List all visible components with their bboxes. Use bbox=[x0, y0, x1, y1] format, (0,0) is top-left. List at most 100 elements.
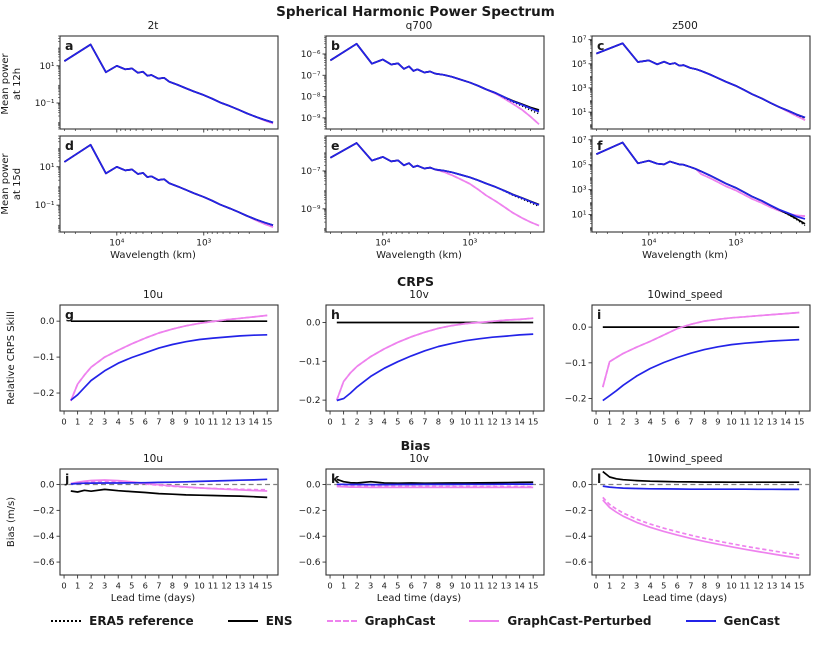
panel-title-z500: z500 bbox=[672, 20, 698, 32]
svg-text:8: 8 bbox=[170, 417, 175, 427]
svg-text:11: 11 bbox=[474, 581, 485, 591]
panel-title-2t: 2t bbox=[147, 20, 159, 32]
svg-text:10: 10 bbox=[194, 581, 205, 591]
spectrum-row1-ylabel: Mean power at 12h bbox=[0, 53, 23, 115]
svg-text:1: 1 bbox=[607, 417, 612, 427]
svg-text:7: 7 bbox=[422, 417, 427, 427]
crps-ylabel: Relative CRPS Skill bbox=[6, 311, 17, 405]
legend-label-gencast: GenCast bbox=[723, 614, 780, 628]
svg-text:15: 15 bbox=[794, 417, 805, 427]
svg-text:15: 15 bbox=[794, 581, 805, 591]
svg-text:−0.4: −0.4 bbox=[33, 532, 55, 542]
svg-text:11: 11 bbox=[208, 417, 219, 427]
svg-text:14: 14 bbox=[248, 417, 259, 427]
svg-text:3: 3 bbox=[368, 581, 373, 591]
panel-h-crps-10v: 0 1 2 3 4 5 6 7 8 9 10 11 12 13 14 150.0−0.1−0.2h bbox=[299, 304, 545, 427]
svg-text:10⁻⁹: 10⁻⁹ bbox=[301, 114, 321, 124]
panel-d-power-spectrum-2t-15d: 10⁴ 10³ 10¹ 10⁻¹ d bbox=[35, 135, 279, 249]
svg-text:−0.6: −0.6 bbox=[565, 558, 587, 568]
panel-title-bias-10u: 10u bbox=[142, 453, 163, 465]
svg-text:13: 13 bbox=[767, 417, 778, 427]
wavelength-xlabel-2: Wavelength (km) bbox=[376, 250, 462, 261]
svg-text:10: 10 bbox=[726, 581, 737, 591]
svg-text:6: 6 bbox=[143, 581, 148, 591]
svg-text:c: c bbox=[597, 38, 604, 53]
svg-text:10: 10 bbox=[194, 417, 205, 427]
panel-a-power-spectrum-2t-12h: 10¹ 10⁻¹ a bbox=[35, 35, 279, 133]
svg-text:9: 9 bbox=[715, 581, 720, 591]
panel-k-bias-10v: 0 1 2 3 4 5 6 7 8 9 10 11 12 13 14 150.0−0.2−0.4−0.6k bbox=[299, 468, 545, 591]
legend-item-era5: ERA5 reference bbox=[51, 614, 194, 628]
panel-title-crps-10wind-speed: 10wind_speed bbox=[647, 289, 723, 301]
svg-text:−0.4: −0.4 bbox=[299, 532, 321, 542]
svg-text:b: b bbox=[331, 38, 340, 53]
svg-text:0: 0 bbox=[593, 581, 598, 591]
svg-text:−0.2: −0.2 bbox=[33, 389, 55, 399]
legend-label-graphcast: GraphCast bbox=[364, 614, 436, 628]
svg-text:10⁻⁸: 10⁻⁸ bbox=[301, 93, 321, 103]
graphcast-dashed-line-sample bbox=[326, 620, 357, 622]
svg-text:6: 6 bbox=[675, 581, 680, 591]
svg-text:2: 2 bbox=[621, 581, 626, 591]
svg-text:15: 15 bbox=[262, 581, 273, 591]
svg-text:15: 15 bbox=[262, 417, 273, 427]
svg-text:12: 12 bbox=[221, 417, 232, 427]
panel-j-bias-10u: 0 1 2 3 4 5 6 7 8 9 10 11 12 13 14 150.0−0.2−0.4−0.6j bbox=[33, 468, 279, 591]
era5-dotted-line-sample bbox=[51, 620, 82, 622]
svg-text:10⁻⁹: 10⁻⁹ bbox=[301, 205, 321, 215]
svg-text:−0.2: −0.2 bbox=[299, 506, 321, 516]
legend-item-gencast: GenCast bbox=[685, 614, 780, 628]
svg-text:10¹: 10¹ bbox=[39, 163, 54, 173]
svg-text:0.0: 0.0 bbox=[306, 318, 321, 328]
svg-text:j: j bbox=[64, 471, 69, 486]
svg-text:15: 15 bbox=[528, 581, 539, 591]
panel-f-power-spectrum-z500-15d: 10⁴ 10³ 10⁷ 10⁵ 10³ 10¹ f bbox=[571, 135, 811, 249]
svg-text:14: 14 bbox=[514, 417, 525, 427]
svg-text:0.0: 0.0 bbox=[572, 323, 587, 333]
panel-g-crps-10u: 0 1 2 3 4 5 6 7 8 9 10 11 12 13 14 150.0−0.1−0.2g bbox=[33, 304, 279, 427]
svg-text:10⁴: 10⁴ bbox=[109, 239, 124, 249]
svg-text:6: 6 bbox=[143, 417, 148, 427]
svg-text:8: 8 bbox=[702, 581, 707, 591]
svg-text:10⁻⁶: 10⁻⁶ bbox=[301, 50, 321, 60]
lead-time-xlabel-2: Lead time (days) bbox=[376, 593, 462, 604]
svg-text:5: 5 bbox=[129, 417, 134, 427]
svg-text:4: 4 bbox=[648, 417, 653, 427]
svg-text:10³: 10³ bbox=[571, 84, 586, 94]
svg-text:2: 2 bbox=[355, 581, 360, 591]
svg-text:12: 12 bbox=[221, 581, 232, 591]
svg-text:−0.4: −0.4 bbox=[565, 532, 587, 542]
svg-text:10⁵: 10⁵ bbox=[571, 60, 586, 70]
svg-text:a: a bbox=[65, 38, 73, 53]
wavelength-xlabel-3: Wavelength (km) bbox=[642, 250, 728, 261]
svg-text:9: 9 bbox=[449, 417, 454, 427]
svg-text:−0.2: −0.2 bbox=[565, 395, 587, 405]
svg-text:e: e bbox=[331, 138, 339, 153]
svg-text:10⁻¹: 10⁻¹ bbox=[35, 99, 55, 109]
svg-text:i: i bbox=[597, 307, 601, 322]
svg-text:d: d bbox=[65, 138, 74, 153]
svg-text:−0.1: −0.1 bbox=[565, 359, 587, 369]
crps-section-title: CRPS bbox=[397, 274, 434, 289]
svg-text:4: 4 bbox=[382, 417, 387, 427]
svg-text:7: 7 bbox=[688, 581, 693, 591]
gencast-solid-line-sample bbox=[685, 620, 716, 622]
svg-text:9: 9 bbox=[183, 417, 188, 427]
svg-text:−0.2: −0.2 bbox=[299, 396, 321, 406]
bias-section-title: Bias bbox=[400, 438, 431, 453]
svg-text:−0.1: −0.1 bbox=[33, 353, 55, 363]
svg-text:0: 0 bbox=[61, 581, 66, 591]
svg-text:10⁵: 10⁵ bbox=[571, 161, 586, 171]
spectrum-row2-ylabel: Mean power at 15d bbox=[0, 153, 23, 215]
spectrum-section: Mean power at 12h Mean power at 15d 2t q… bbox=[0, 20, 831, 262]
panel-title-crps-10v: 10v bbox=[409, 289, 429, 301]
svg-text:12: 12 bbox=[487, 417, 498, 427]
figure-legend: ERA5 reference ENS GraphCast GraphCast-P… bbox=[0, 614, 831, 628]
svg-text:−0.6: −0.6 bbox=[299, 558, 321, 568]
crps-section: CRPS Relative CRPS Skill 10u 10v 10wind_… bbox=[0, 274, 831, 428]
svg-text:5: 5 bbox=[661, 581, 666, 591]
svg-text:13: 13 bbox=[767, 581, 778, 591]
svg-text:14: 14 bbox=[514, 581, 525, 591]
svg-text:1: 1 bbox=[607, 581, 612, 591]
